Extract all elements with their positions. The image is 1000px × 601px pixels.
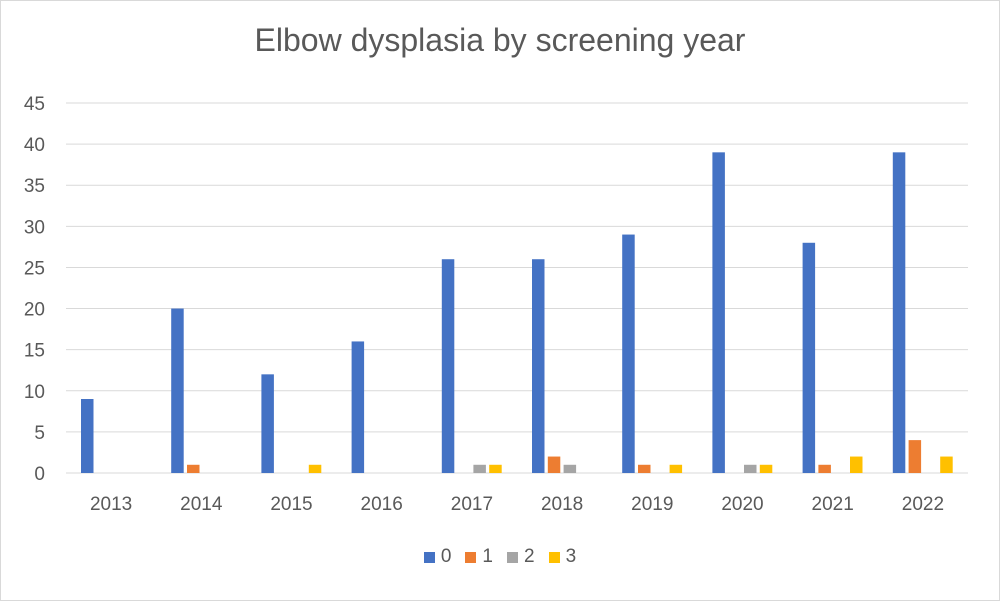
legend-label: 3	[565, 546, 577, 567]
x-tick-label: 2021	[812, 494, 854, 515]
bar	[712, 152, 725, 474]
y-tick-label: 0	[34, 464, 45, 485]
bar	[187, 464, 200, 473]
legend-item: 0	[423, 546, 452, 568]
bar	[563, 464, 577, 473]
bar	[351, 341, 365, 473]
y-tick-label: 30	[24, 217, 45, 238]
y-tick-label: 20	[24, 300, 45, 321]
x-tick-label: 2020	[721, 494, 763, 515]
x-tick-label: 2015	[270, 494, 312, 515]
chart-title: Elbow dysplasia by screening year	[254, 22, 746, 58]
x-tick-label: 2019	[631, 494, 673, 515]
bar	[818, 464, 831, 473]
bar	[669, 464, 683, 473]
bar	[441, 259, 455, 473]
bar	[261, 374, 274, 473]
bar	[81, 399, 94, 473]
x-tick-label: 2022	[902, 494, 944, 515]
y-tick-label: 25	[24, 258, 45, 279]
bar	[622, 234, 635, 473]
x-tick-label: 2013	[90, 494, 132, 515]
bar	[308, 464, 322, 473]
bar	[473, 464, 486, 473]
legend-item: 2	[507, 546, 535, 568]
bar	[850, 456, 863, 473]
legend-swatch	[507, 551, 518, 563]
x-tick-label: 2017	[451, 494, 493, 515]
x-tick-label: 2014	[180, 494, 223, 515]
bar	[940, 456, 953, 473]
x-tick-label: 2018	[541, 494, 583, 515]
bar	[532, 259, 545, 473]
bar	[759, 464, 773, 473]
y-tick-label: 45	[24, 94, 45, 115]
bar	[802, 242, 816, 473]
legend-item: 1	[465, 546, 493, 568]
bar	[171, 308, 184, 473]
legend-item: 3	[548, 546, 577, 568]
legend-label: 0	[440, 546, 452, 567]
legend-swatch	[465, 551, 477, 563]
x-tick-label: 2016	[361, 494, 403, 515]
bar	[892, 152, 906, 474]
bar	[638, 464, 651, 473]
bar	[744, 464, 757, 473]
y-tick-label: 35	[24, 176, 45, 197]
legend-label: 1	[482, 546, 493, 567]
y-tick-label: 5	[34, 423, 45, 444]
legend-swatch	[423, 551, 435, 563]
y-tick-label: 10	[24, 382, 45, 403]
bar	[908, 440, 922, 473]
bar	[547, 456, 561, 473]
bar	[489, 464, 502, 473]
y-tick-label: 15	[24, 341, 45, 362]
legend-swatch	[548, 551, 560, 563]
y-tick-label: 40	[24, 135, 45, 156]
legend-label: 2	[524, 546, 535, 567]
chart-legend: 0 1 2 3	[0, 546, 1000, 568]
